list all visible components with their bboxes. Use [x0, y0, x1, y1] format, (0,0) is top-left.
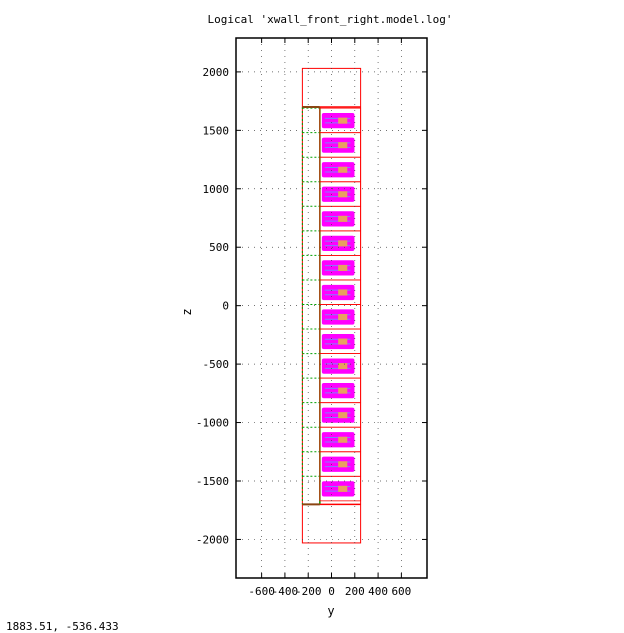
y-tick-label: 1000 — [203, 183, 230, 196]
y-tick-label: -1500 — [196, 475, 229, 488]
module-connector — [338, 363, 348, 370]
x-tick-label: -600 — [248, 585, 275, 598]
module-connector — [338, 142, 348, 149]
x-tick-label: 0 — [328, 585, 335, 598]
x-tick-label: -200 — [295, 585, 322, 598]
module-connector — [338, 387, 348, 394]
plot-content — [301, 67, 362, 544]
y-tick-label: -1000 — [196, 417, 229, 430]
module-connector — [338, 215, 348, 222]
module-connector — [338, 412, 348, 419]
ticks: -600-400-200 0 200 400 6002000150010005000-5… — [196, 38, 427, 598]
module-connector — [338, 338, 348, 345]
x-tick-label: 600 — [391, 585, 411, 598]
grid — [236, 38, 427, 578]
y-tick-label: -500 — [203, 358, 230, 371]
module-connector — [338, 461, 348, 468]
y-tick-label: 500 — [209, 241, 229, 254]
x-tick-label: 400 — [368, 585, 388, 598]
module-connector — [338, 191, 348, 198]
module-connector — [338, 264, 348, 271]
y-tick-label: 2000 — [203, 66, 230, 79]
plot-frame — [235, 37, 428, 579]
module-connector — [338, 240, 348, 247]
x-tick-label: -400 — [272, 585, 299, 598]
module-connector — [338, 117, 348, 124]
y-tick-label: -2000 — [196, 533, 229, 546]
module-connector — [338, 166, 348, 173]
module-connector — [338, 289, 348, 296]
x-tick-label: 200 — [345, 585, 365, 598]
module-connector — [338, 485, 348, 492]
chart-title: Logical 'xwall_front_right.model.log' — [207, 13, 452, 26]
y-axis-label: z — [180, 308, 194, 315]
y-tick-label: 1500 — [203, 124, 230, 137]
x-axis-label: y — [327, 604, 334, 618]
module-outline — [319, 475, 362, 502]
module-connector — [338, 436, 348, 443]
y-tick-label: 0 — [222, 300, 229, 313]
module-connector — [338, 313, 348, 321]
cursor-coordinates: 1883.51, -536.433 — [6, 620, 119, 633]
